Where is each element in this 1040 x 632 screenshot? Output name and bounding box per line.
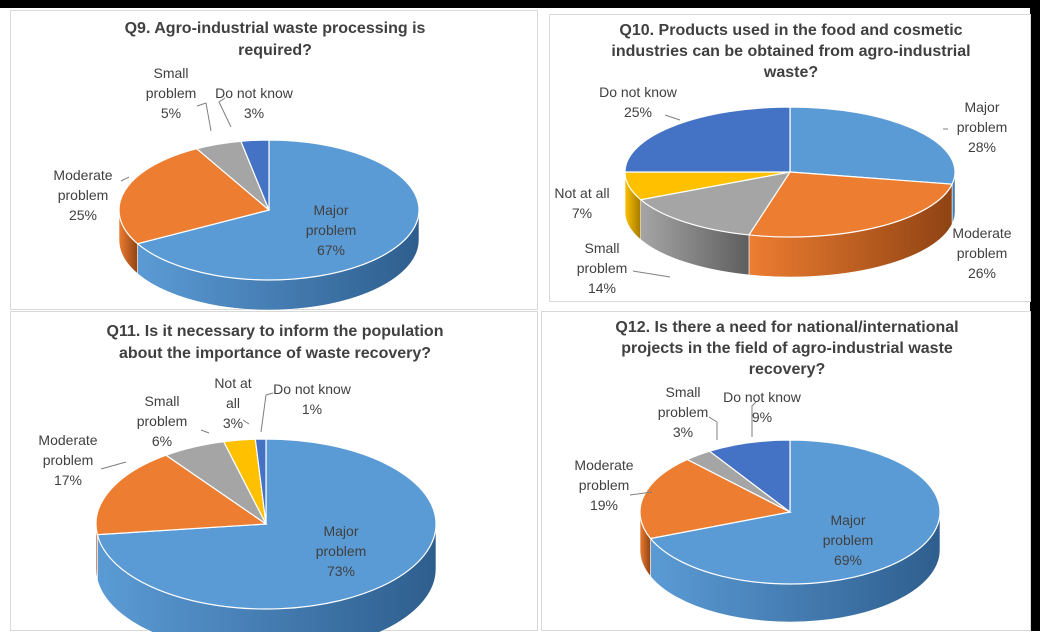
leader-line: [260, 392, 274, 433]
chart-title-line: required?: [238, 42, 312, 59]
chart-title-line: Q9. Agro-industrial waste processing is: [125, 20, 426, 37]
slice-label: Small: [153, 65, 188, 81]
leader-line: [751, 401, 757, 437]
slice-label: 17%: [54, 472, 82, 488]
slice-label: all: [226, 395, 240, 411]
pie-slice: [649, 439, 941, 585]
pie-slice: [254, 438, 267, 525]
slice-label: Not at all: [554, 185, 609, 201]
leader-line: [120, 176, 130, 182]
slice-label: problem: [146, 85, 197, 101]
slice-label: Major: [830, 512, 865, 528]
slice-label: 3%: [223, 415, 243, 431]
slice-label: 1%: [302, 401, 322, 417]
pie-slice: [789, 106, 956, 185]
slice-label: 69%: [834, 552, 862, 568]
leader-line: [242, 419, 250, 425]
slice-label: problem: [957, 245, 1008, 261]
slice-label: 7%: [572, 205, 592, 221]
pie-slice: [136, 139, 420, 281]
chart-title-line: about the importance of waste recovery?: [119, 345, 431, 362]
pie-slice: [708, 439, 791, 514]
slice-label: 19%: [590, 497, 618, 513]
leader-line: [218, 97, 232, 128]
slice-label: 26%: [968, 265, 996, 281]
slice-label: 3%: [244, 105, 264, 121]
leader-line: [100, 461, 127, 470]
chart-panel-q11: Q11. Is it necessary to inform the popul…: [10, 311, 538, 632]
slice-label: Major: [313, 202, 348, 218]
slice-label: Moderate: [53, 167, 112, 183]
pie-slice: [639, 171, 792, 236]
right-border-bar: [1030, 0, 1040, 631]
slice-label: 5%: [161, 105, 181, 121]
slice-label: Moderate: [38, 432, 97, 448]
slice-label: problem: [957, 119, 1008, 135]
pie-slice: [624, 106, 791, 173]
leader-line: [708, 416, 718, 440]
slice-label: problem: [58, 187, 109, 203]
pie-slice: [95, 454, 268, 536]
slice-label: Small: [144, 393, 179, 409]
slice-label: Major: [964, 99, 999, 115]
slice-label: 6%: [152, 433, 172, 449]
slice-label: Moderate: [574, 457, 633, 473]
pie-chart-q10: Q10. Products used in the food and cosme…: [554, 22, 1011, 296]
slice-label: Do not know: [215, 85, 294, 101]
chart-title-line: Q12. Is there a need for national/intern…: [615, 319, 958, 336]
pie-chart-q12: Q12. Is there a need for national/intern…: [574, 319, 959, 623]
slice-label: problem: [823, 532, 874, 548]
slice-label: Small: [584, 240, 619, 256]
top-border-bar: [0, 0, 1040, 8]
slice-label: 3%: [673, 424, 693, 440]
leader-line: [629, 491, 653, 496]
slice-label: problem: [658, 404, 709, 420]
pie-slice: [747, 171, 954, 238]
leader-line: [664, 114, 681, 121]
pie-chart-q9: Q9. Agro-industrial waste processing is r…: [53, 20, 426, 311]
chart-panel-q9: Q9. Agro-industrial waste processing is r…: [10, 10, 538, 311]
slice-label: 14%: [588, 280, 616, 296]
slice-label: 73%: [327, 563, 355, 579]
slice-label: Do not know: [599, 84, 678, 100]
chart-panel-q10: Q10. Products used in the food and cosme…: [549, 14, 1031, 302]
slice-label: problem: [306, 222, 357, 238]
slice-label: 25%: [69, 207, 97, 223]
slice-label: problem: [577, 260, 628, 276]
slice-label: 9%: [752, 409, 772, 425]
leader-line: [196, 102, 212, 132]
chart-title-line: waste?: [763, 64, 818, 81]
leader-line: [632, 270, 671, 278]
slice-label: problem: [579, 477, 630, 493]
slice-label: Not at: [214, 375, 251, 391]
slice-label: Do not know: [273, 381, 352, 397]
pie-slice: [639, 458, 792, 540]
chart-title-line: projects in the field of agro-industrial…: [621, 340, 953, 357]
slice-label: 28%: [968, 139, 996, 155]
leader-line: [200, 429, 210, 434]
chart-title-line: industries can be obtained from agro-ind…: [611, 43, 970, 60]
pie-chart-q11: Q11. Is it necessary to inform the popul…: [38, 323, 444, 632]
chart-panel-q12: Q12. Is there a need for national/intern…: [541, 311, 1031, 631]
slice-label: Major: [323, 523, 358, 539]
chart-title-line: recovery?: [749, 361, 826, 378]
slice-label: 67%: [317, 242, 345, 258]
slice-label: Do not know: [723, 389, 802, 405]
pie-slice: [240, 139, 270, 211]
slice-label: problem: [43, 452, 94, 468]
chart-title-line: Q10. Products used in the food and cosme…: [619, 22, 962, 39]
slice-label: problem: [137, 413, 188, 429]
pie-slice: [118, 148, 271, 245]
chart-title-line: Q11. Is it necessary to inform the popul…: [107, 323, 444, 340]
slice-label: Moderate: [952, 225, 1011, 241]
slice-label: 25%: [624, 104, 652, 120]
slice-label: Small: [665, 384, 700, 400]
slice-label: problem: [316, 543, 367, 559]
